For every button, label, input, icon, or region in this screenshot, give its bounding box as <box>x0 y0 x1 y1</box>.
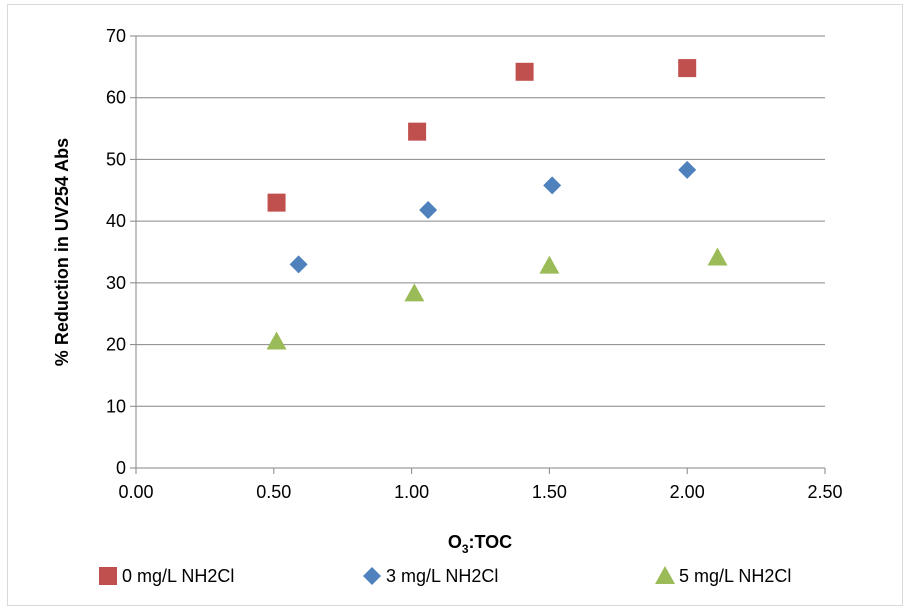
legend-label-0: 0 mg/L NH2Cl <box>122 566 234 586</box>
legend-label-2: 5 mg/L NH2Cl <box>679 566 791 586</box>
y-tick-label-10: 10 <box>106 396 126 416</box>
point-s0-1 <box>408 122 427 141</box>
legend-marker-2 <box>655 566 675 584</box>
y-tick-label-40: 40 <box>106 211 126 231</box>
point-s1-0 <box>289 255 308 274</box>
point-s0-0 <box>267 193 286 212</box>
point-s2-1 <box>404 283 425 302</box>
x-tick-label-1.50: 1.50 <box>532 482 567 502</box>
point-s1-2 <box>543 176 562 195</box>
x-tick-label-0.00: 0.00 <box>118 482 153 502</box>
point-s0-2 <box>515 62 534 81</box>
point-s1-1 <box>419 201 438 220</box>
gridlines <box>136 35 825 407</box>
y-tick-label-70: 70 <box>106 26 126 46</box>
x-axis-title-sub: 3 <box>462 542 469 556</box>
y-tick-label-60: 60 <box>106 88 126 108</box>
x-tick-label-1.00: 1.00 <box>394 482 429 502</box>
x-axis-title-main: O <box>448 532 462 552</box>
y-tick-label-0: 0 <box>116 458 126 478</box>
legend: 0 mg/L NH2Cl 3 mg/L NH2Cl 5 mg/L NH2Cl <box>99 566 791 586</box>
point-s1-3 <box>678 160 697 179</box>
x-tick-label-0.50: 0.50 <box>256 482 291 502</box>
axes <box>130 35 826 474</box>
y-tick-label-50: 50 <box>106 149 126 169</box>
x-axis-title: O3:TOC <box>448 532 512 556</box>
y-tick-label-20: 20 <box>106 335 126 355</box>
y-tick-labels: 0 10 20 30 40 50 60 70 <box>106 26 126 478</box>
point-s2-3 <box>707 247 728 266</box>
x-tick-label-2.50: 2.50 <box>807 482 842 502</box>
y-axis-title: % Reduction in UV254 Abs <box>52 138 72 366</box>
data-points <box>266 59 728 350</box>
y-tick-label-30: 30 <box>106 273 126 293</box>
legend-marker-1 <box>363 567 381 585</box>
x-axis-title-rest: :TOC <box>469 532 513 552</box>
legend-marker-0 <box>99 567 117 585</box>
x-tick-label-2.00: 2.00 <box>670 482 705 502</box>
x-tick-labels: 0.00 0.50 1.00 1.50 2.00 2.50 <box>118 482 842 502</box>
point-s0-3 <box>678 59 697 78</box>
chart-frame <box>7 4 903 606</box>
legend-label-1: 3 mg/L NH2Cl <box>386 566 498 586</box>
point-s2-0 <box>266 331 287 350</box>
point-s2-2 <box>539 255 560 274</box>
